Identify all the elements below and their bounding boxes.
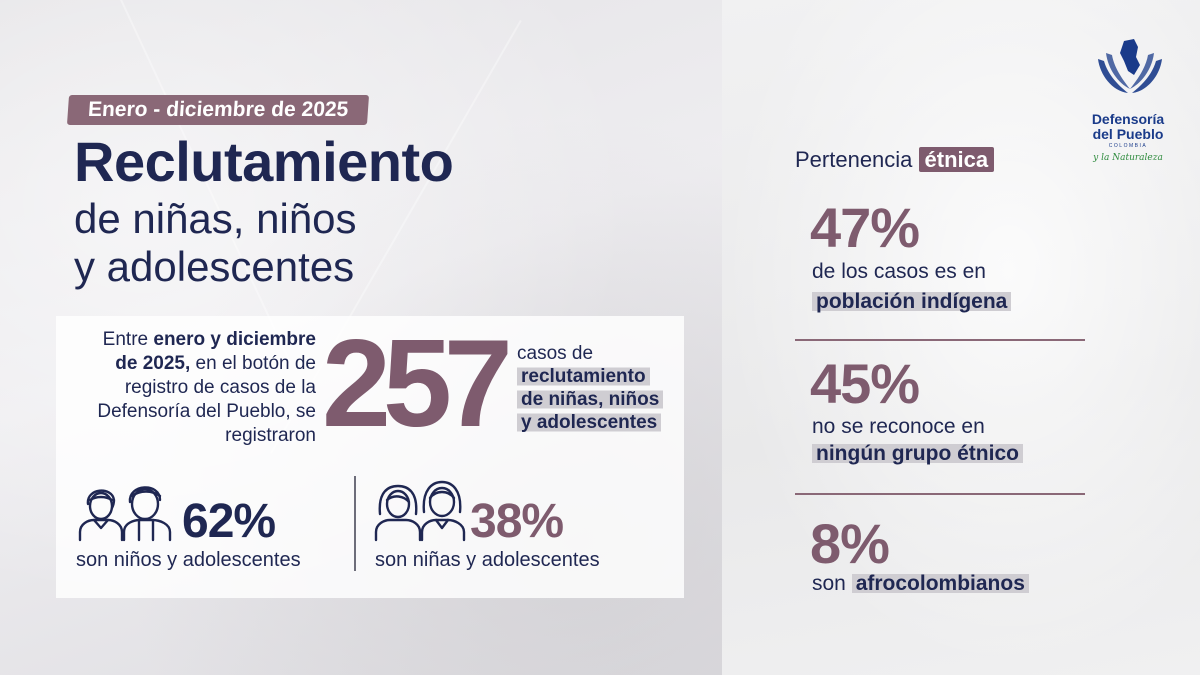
cases-prefix: casos de bbox=[517, 343, 594, 364]
intro-prefix: Entre bbox=[102, 329, 154, 350]
logo-tagline: y la Naturaleza bbox=[1093, 153, 1163, 163]
girls-label: son niñas y adolescentes bbox=[375, 549, 600, 571]
indigenous-line-2: población indígena bbox=[812, 290, 1012, 313]
logo-name-line-1: Defensoría bbox=[1091, 111, 1165, 127]
no-ethnic-line-1: no se reconoce en bbox=[812, 415, 985, 438]
logo-country: COLOMBIA bbox=[1108, 143, 1148, 149]
cases-description: casos de reclutamiento de niñas, niños y… bbox=[517, 342, 687, 434]
subtitle-line-1: de niñas, niños bbox=[74, 195, 357, 242]
logo: Defensoría del Pueblo COLOMBIA y la Natu… bbox=[1088, 111, 1168, 164]
afro-percent: 8% bbox=[810, 512, 890, 575]
cases-line-1: reclutamiento bbox=[517, 366, 650, 387]
section-divider-1 bbox=[795, 339, 1085, 341]
boys-label: son niños y adolescentes bbox=[76, 549, 301, 571]
summary-intro: Entre enero y diciembre de 2025, en el b… bbox=[76, 328, 316, 448]
colombia-map-icon bbox=[1120, 39, 1140, 75]
subtitle-line-2: y adolescentes bbox=[74, 243, 355, 290]
boys-icon bbox=[78, 486, 172, 542]
summary-panel bbox=[56, 316, 684, 598]
section-divider-2 bbox=[795, 493, 1085, 495]
total-cases-number: 257 bbox=[322, 315, 513, 453]
intro-rest: en el botón de registro de casos de la D… bbox=[97, 353, 316, 446]
no-ethnic-line-2: ningún grupo étnico bbox=[812, 442, 1023, 465]
gender-divider bbox=[354, 476, 356, 571]
ethnic-section-title: Pertenencia étnica bbox=[795, 147, 995, 173]
girls-icon bbox=[374, 480, 466, 542]
page-subtitle: de niñas, niños y adolescentes bbox=[74, 195, 357, 291]
boys-percent: 62% bbox=[182, 495, 276, 548]
afro-label: afrocolombianos bbox=[851, 572, 1029, 595]
no-ethnic-percent: 45% bbox=[810, 352, 920, 415]
ethnic-title-prefix: Pertenencia bbox=[795, 147, 919, 172]
intro-bold: enero y diciembre de 2025, bbox=[115, 329, 316, 374]
afro-prefix: son bbox=[812, 572, 852, 595]
cases-line-3: y adolescentes bbox=[517, 412, 662, 433]
girls-percent: 38% bbox=[470, 495, 564, 548]
ethnic-title-highlight: étnica bbox=[918, 147, 995, 172]
hands-icon bbox=[1098, 39, 1162, 93]
cases-line-2: de niñas, niños bbox=[517, 389, 664, 410]
date-range-tag: Enero - diciembre de 2025 bbox=[66, 95, 370, 125]
indigenous-percent: 47% bbox=[810, 196, 920, 259]
page-title: Reclutamiento bbox=[74, 130, 454, 193]
logo-name-line-2: del Pueblo bbox=[1092, 126, 1164, 142]
indigenous-line-1: de los casos es en bbox=[812, 260, 986, 283]
right-background bbox=[722, 0, 1200, 675]
